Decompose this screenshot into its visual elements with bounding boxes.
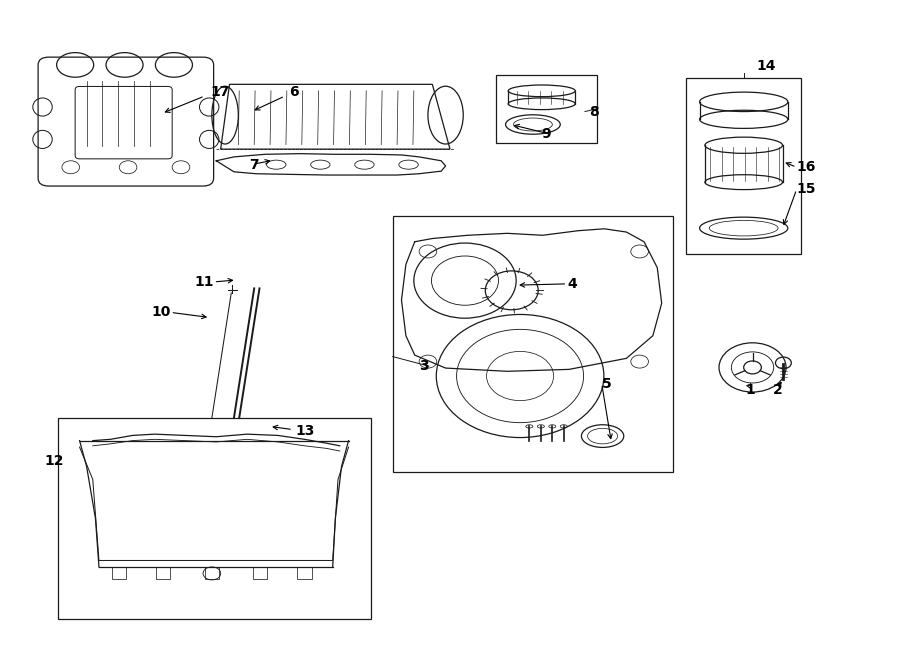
Bar	[58, 418, 371, 619]
Bar	[392, 216, 673, 472]
Text: 9: 9	[541, 127, 551, 141]
Bar	[496, 75, 598, 143]
Text: 6: 6	[290, 85, 299, 99]
Text: 11: 11	[194, 275, 213, 289]
Bar	[253, 567, 267, 578]
Text: 12: 12	[44, 454, 64, 469]
Text: 3: 3	[419, 359, 428, 373]
Text: 13: 13	[295, 424, 315, 438]
Bar	[297, 567, 311, 578]
Bar	[112, 567, 126, 578]
Text: 2: 2	[773, 383, 783, 397]
Bar	[157, 567, 170, 578]
Text: 4: 4	[567, 277, 577, 291]
Bar	[687, 78, 801, 254]
Text: 10: 10	[151, 305, 170, 319]
Text: 17: 17	[210, 85, 230, 99]
Text: 15: 15	[796, 182, 816, 196]
Text: 7: 7	[249, 159, 258, 173]
Text: 14: 14	[756, 59, 776, 73]
Text: 16: 16	[796, 160, 816, 175]
Text: 5: 5	[602, 377, 611, 391]
Text: 1: 1	[745, 383, 755, 397]
Text: 8: 8	[590, 104, 599, 118]
Bar	[205, 567, 219, 578]
